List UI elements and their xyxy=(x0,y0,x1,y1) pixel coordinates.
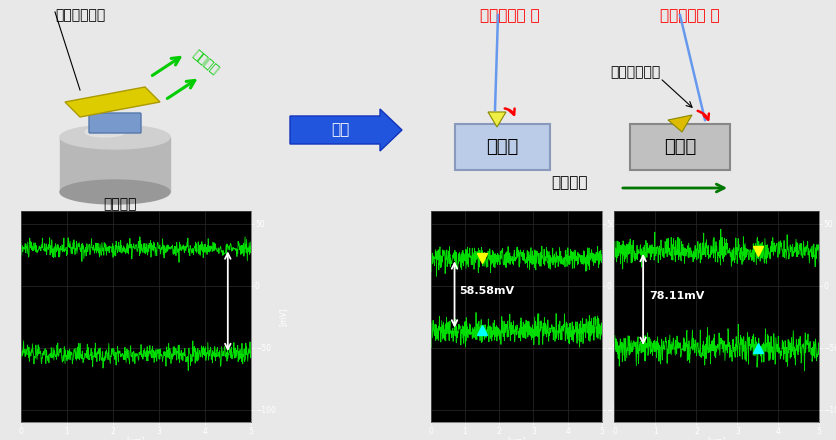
FancyBboxPatch shape xyxy=(455,124,550,170)
FancyArrow shape xyxy=(290,109,402,151)
Y-axis label: [mV]: [mV] xyxy=(630,308,639,326)
Text: 帰りの
ねじれ変位: 帰りの ねじれ変位 xyxy=(81,323,112,346)
Text: 78.11mV: 78.11mV xyxy=(650,291,705,301)
Text: 走査方向: 走査方向 xyxy=(190,48,222,77)
Text: 摩擦大: 摩擦大 xyxy=(664,138,696,156)
Bar xyxy=(0,0,836,230)
Ellipse shape xyxy=(85,127,125,137)
Polygon shape xyxy=(488,112,506,127)
Text: 58.58mV: 58.58mV xyxy=(460,286,515,297)
Y-axis label: [mV]: [mV] xyxy=(278,308,288,326)
Text: カンチレバー: カンチレバー xyxy=(610,65,660,79)
X-axis label: [μm]: [μm] xyxy=(708,437,726,440)
X-axis label: [μm]: [μm] xyxy=(507,437,525,440)
Text: 摩擦小: 摩擦小 xyxy=(486,138,518,156)
Ellipse shape xyxy=(60,180,170,204)
Text: ねじれ変位 小: ねじれ変位 小 xyxy=(480,8,540,23)
Text: 応用: 応用 xyxy=(331,122,349,137)
FancyBboxPatch shape xyxy=(630,124,730,170)
Text: 走査方向: 走査方向 xyxy=(552,176,589,191)
Polygon shape xyxy=(65,87,160,117)
Text: 往きの
ねじれ変位: 往きの ねじれ変位 xyxy=(26,258,57,280)
FancyBboxPatch shape xyxy=(89,113,141,133)
Text: カンチレバー: カンチレバー xyxy=(55,8,105,22)
Ellipse shape xyxy=(60,125,170,149)
Text: ねじれ変位 大: ねじれ変位 大 xyxy=(660,8,720,23)
Text: サンプル: サンプル xyxy=(104,197,137,211)
Bar xyxy=(60,137,170,192)
Polygon shape xyxy=(668,115,692,132)
X-axis label: [μm]: [μm] xyxy=(127,437,145,440)
